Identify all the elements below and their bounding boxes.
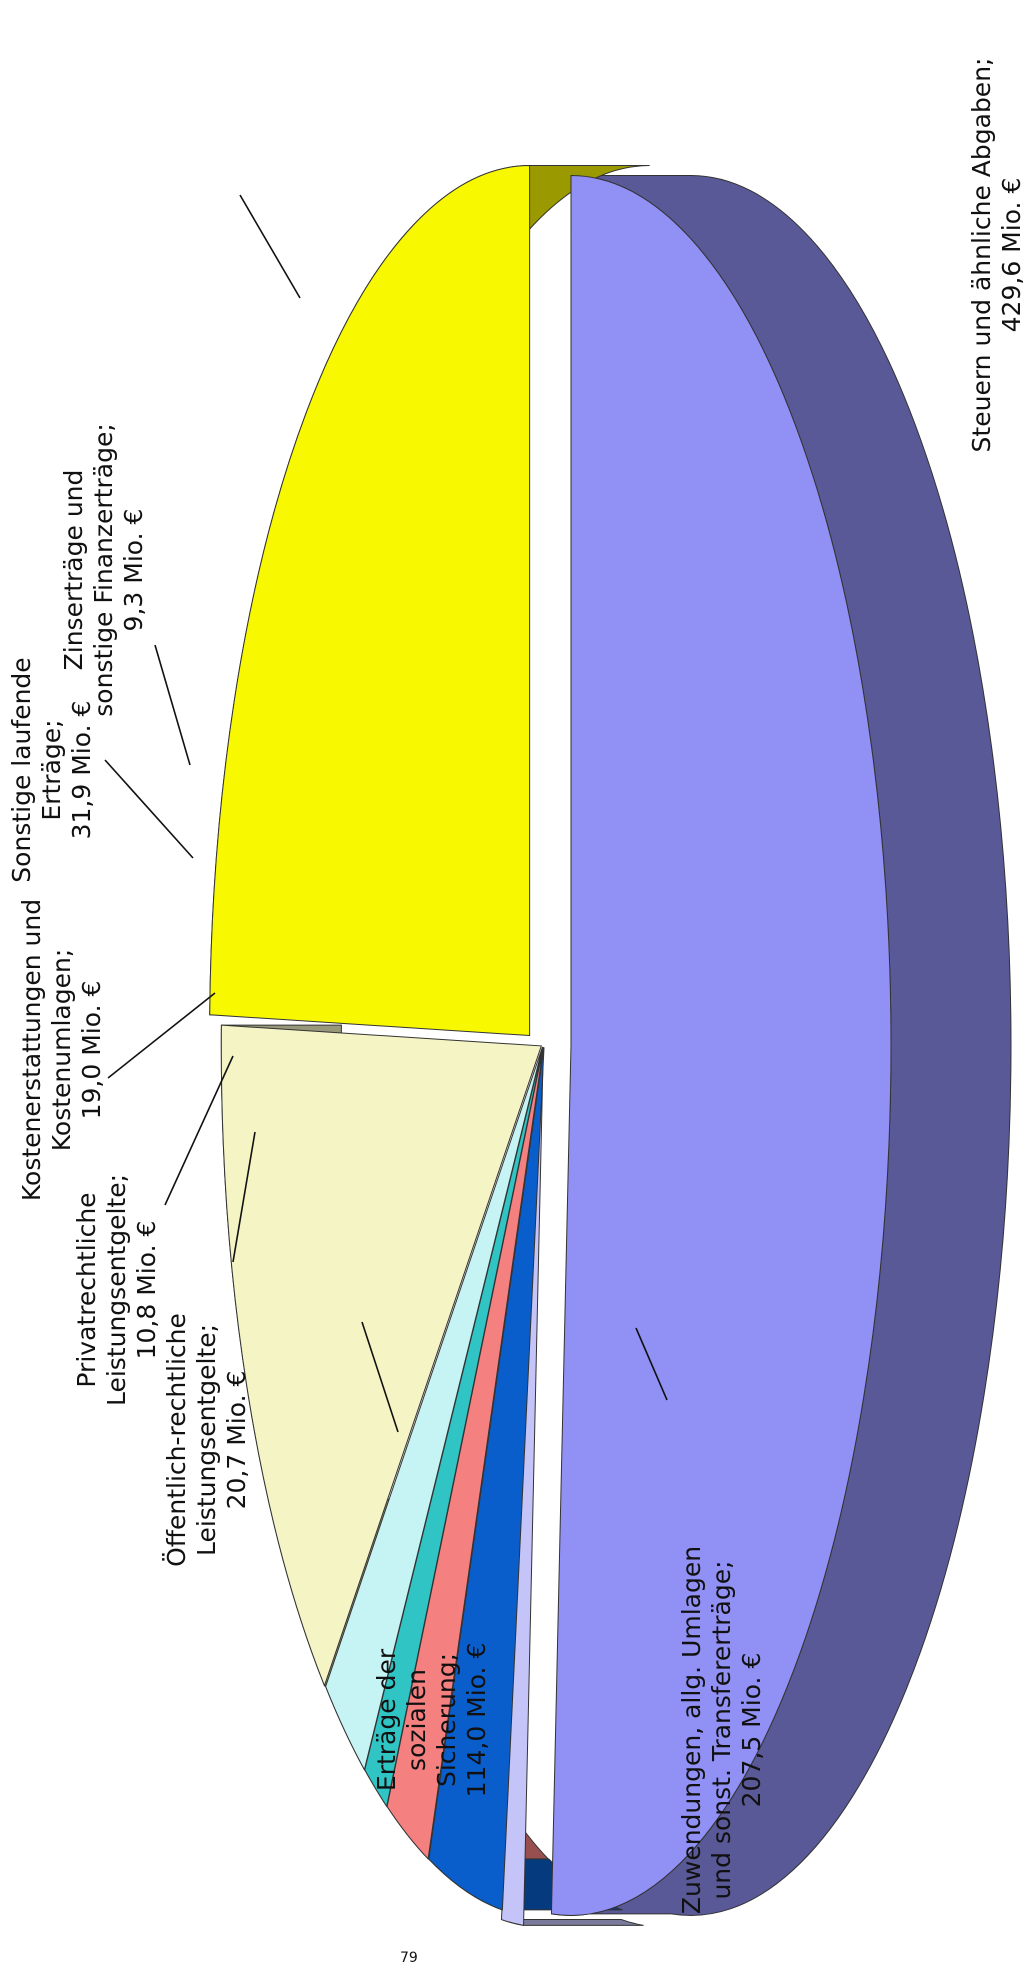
slice-label-2: Sonstige laufendeErträge;31,9 Mio. € (7, 657, 96, 882)
slice-7 (209, 165, 531, 1037)
slice-label-5: Öffentlich-rechtlicheLeistungsentgelte;2… (162, 1313, 251, 1567)
slice-label-1: Zinserträge undsonstige Finanzerträge;9,… (59, 423, 148, 717)
slice-label-3: Kostenerstattungen undKostenumlagen;19,0… (17, 899, 106, 1201)
slice-tops (209, 165, 892, 1926)
slice-label-6: Erträge dersozialenSicherung;114,0 Mio. … (372, 1643, 491, 1798)
leader-lines (104, 194, 668, 1433)
leader-line-1 (154, 644, 191, 766)
page-number: 79 (400, 1950, 418, 1966)
slice-5 (325, 1046, 544, 1771)
leader-line-6 (361, 1321, 399, 1433)
slice-labels: Steuern und ähnliche Abgaben;429,6 Mio. … (7, 58, 1026, 1915)
leader-line-3 (107, 992, 216, 1079)
slice-label-4: PrivatrechtlicheLeistungsentgelte;10,8 M… (72, 1174, 161, 1406)
leader-line-0 (239, 194, 301, 299)
leader-line-7 (635, 1327, 668, 1401)
slice-2 (428, 1047, 545, 1911)
leader-line-5 (232, 1131, 256, 1263)
leader-line-2 (104, 759, 194, 859)
leader-line-4 (164, 1055, 234, 1206)
slice-label-0: Steuern und ähnliche Abgaben;429,6 Mio. … (967, 58, 1026, 453)
slice-label-7: Zuwendungen, allg. Umlagenund sonst. Tra… (677, 1546, 766, 1914)
slice-0 (550, 174, 892, 1916)
slice-6 (220, 1024, 542, 1688)
